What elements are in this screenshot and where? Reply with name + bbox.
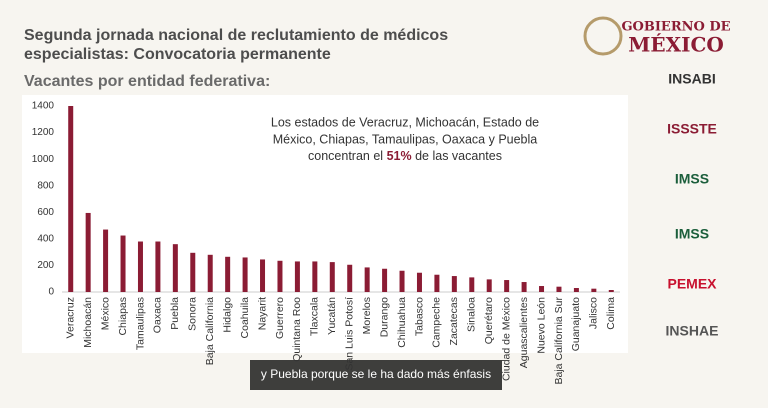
y-tick-label: 1000 [32,154,55,165]
x-tick-label: Zacatecas [448,297,460,345]
x-tick-label: Puebla [169,297,181,330]
annotation: de las vacantes [415,149,502,163]
y-tick-label: 1400 [32,101,55,112]
x-tick-label: México [99,297,111,330]
x-tick-label: Sinaloa [466,297,478,332]
bar [573,288,579,292]
chart-title: Vacantes por entidad federativa: [24,73,270,90]
x-tick-label: Quintana Roo [291,297,303,362]
caption: y Puebla porque se le ha dado más énfasi… [261,367,491,381]
logo: IMSS [675,171,709,187]
x-tick-label: Baja California Sur [553,297,565,385]
logo-column: INSABI ISSSTE IMSS IMSS PEMEX INSHAE [666,71,719,339]
bar [434,274,440,292]
bar [120,235,126,292]
bar [521,282,527,292]
y-tick-label: 800 [37,180,54,191]
bar [85,212,91,292]
x-tick-label: Chihuahua [396,297,408,348]
bar [225,256,231,292]
logo: INSHAE [666,323,719,339]
x-tick-label: Yucatán [326,297,338,335]
gov-logo: MÉXICO [628,33,724,57]
bar [504,280,510,292]
bar [416,272,422,292]
x-tick-label: Morelos [361,297,373,334]
bar [207,254,213,292]
x-tick-label: Nayarit [256,297,268,330]
x-tick-label: Coahuila [239,297,251,339]
y-tick-label: 600 [37,207,54,218]
y-tick-label: 1200 [32,127,55,138]
x-tick-label: Baja California [204,297,216,365]
y-tick-label: 200 [37,260,54,271]
bar [469,277,475,292]
bar [294,261,300,292]
logo: ISSSTE [667,121,717,137]
x-tick-label: Colima [605,297,617,330]
x-tick-label: Querétaro [483,297,495,344]
slide-title: especialistas: Convocatoria permanente [24,46,331,63]
annotation: concentran el 51% de las vacantes [308,149,502,163]
x-tick-label: Durango [378,297,390,337]
bar [451,276,457,292]
bar [68,106,74,292]
x-tick-label: Guanajuato [570,297,582,351]
x-tick-label: San Luis Potosí [344,297,356,371]
logo: PEMEX [667,276,717,292]
annotation: Los estados de Veracruz, Michoacán, Esta… [271,115,539,129]
chart-area [22,95,628,353]
x-tick-label: Veracruz [65,297,77,338]
x-tick-label: Chiapas [117,297,129,336]
bar [608,290,614,292]
bar [591,288,597,292]
x-tick-label: Oaxaca [152,297,164,333]
y-tick-label: 400 [37,233,54,244]
bar [155,241,161,292]
bar [556,286,562,292]
x-tick-label: Jalisco [588,297,600,329]
bar [347,264,353,292]
bar [242,257,248,292]
bar [277,260,283,292]
x-tick-label: Aguascalientes [518,297,530,368]
bar [539,286,545,292]
caption-box [250,360,502,390]
x-tick-label: Michoacán [82,297,94,348]
bar [329,262,335,292]
slide-title: Segunda jornada nacional de reclutamient… [24,27,448,44]
bar [137,241,143,292]
annotation: concentran el [308,149,383,163]
x-tick-label: Nuevo León [535,297,547,354]
x-tick-label: Tabasco [413,297,425,336]
annotation: México, Chiapas, Tamaulipas, Oaxaca y Pu… [273,132,538,146]
bar [382,268,388,292]
logo: IMSS [675,226,709,242]
x-tick-label: Tamaulipas [134,297,146,350]
annotation-highlight: 51% [387,149,412,163]
gov-logo: GOBIERNO DE [621,20,730,35]
x-tick-label: Campeche [431,297,443,348]
x-tick-label: Guerrero [274,297,286,339]
x-tick-label: Hidalgo [221,297,233,333]
bar [486,279,492,292]
x-tick-label: Tlaxcala [309,297,321,336]
emblem [583,16,623,56]
bar [260,259,266,292]
bar [399,270,405,292]
bar [103,229,109,292]
bar [172,244,178,292]
bar [312,261,318,292]
bar [190,252,196,292]
x-tick-label: Ciudad de México [500,297,512,381]
y-tick-label: 0 [48,287,54,298]
logo: INSABI [668,71,715,87]
x-tick-label: Sonora [187,297,199,331]
bar [364,267,370,292]
